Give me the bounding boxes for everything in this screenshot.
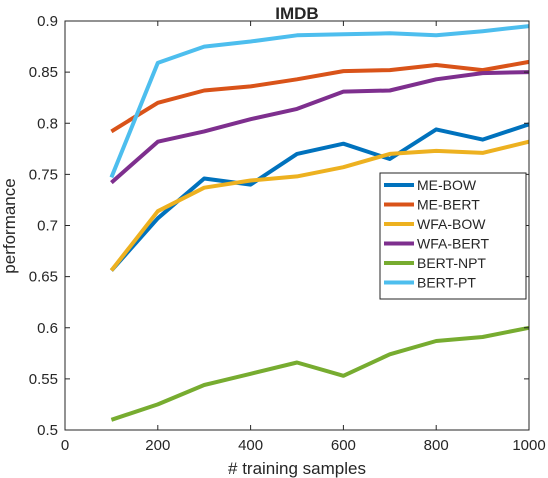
x-tick-label: 1000 — [512, 437, 545, 454]
legend-label: BERT-PT — [417, 275, 476, 291]
ticks-layer: 0 200 400 600 800 1000 0.5 0.55 0.6 0.65 0.7 0.75 0.… — [29, 13, 546, 454]
legend-label: WFA-BERT — [417, 236, 490, 252]
x-tick-label: 800 — [424, 437, 449, 454]
y-tick-label: 0.7 — [37, 218, 58, 235]
series-line-wfa-bow — [109, 139, 530, 272]
legend: ME-BOW ME-BERT WFA-BOW WFA-BERT BERT-NPT BERT… — [379, 172, 527, 300]
y-tick-label: 0.55 — [29, 371, 58, 388]
x-tick-label: 0 — [61, 437, 69, 454]
x-tick-label: 200 — [145, 437, 170, 454]
y-tick-label: 0.75 — [29, 166, 58, 183]
y-tick-label: 0.9 — [37, 13, 58, 30]
y-tick-label: 0.6 — [37, 320, 58, 337]
series-line-wfa-bert — [110, 70, 530, 185]
legend-label: ME-BOW — [417, 177, 477, 193]
x-axis-label: # training samples — [228, 459, 366, 478]
y-tick-label: 0.65 — [29, 269, 58, 286]
legend-label: BERT-NPT — [417, 255, 486, 271]
x-tick-label: 400 — [238, 437, 263, 454]
series-line-bert-npt — [110, 325, 530, 422]
y-tick-label: 0.85 — [29, 64, 58, 81]
series-line-me-bert — [110, 59, 530, 134]
legend-label: ME-BERT — [417, 197, 480, 213]
legend-box — [379, 172, 527, 300]
series-line-bert-pt — [109, 24, 530, 179]
x-tick-label: 600 — [331, 437, 356, 454]
y-tick-label: 0.8 — [37, 115, 58, 132]
legend-label: WFA-BOW — [417, 216, 486, 232]
chart-title: IMDB — [275, 4, 318, 23]
y-tick-label: 0.5 — [37, 422, 58, 439]
y-axis-label: performance — [0, 178, 19, 273]
series-layer — [109, 24, 530, 422]
